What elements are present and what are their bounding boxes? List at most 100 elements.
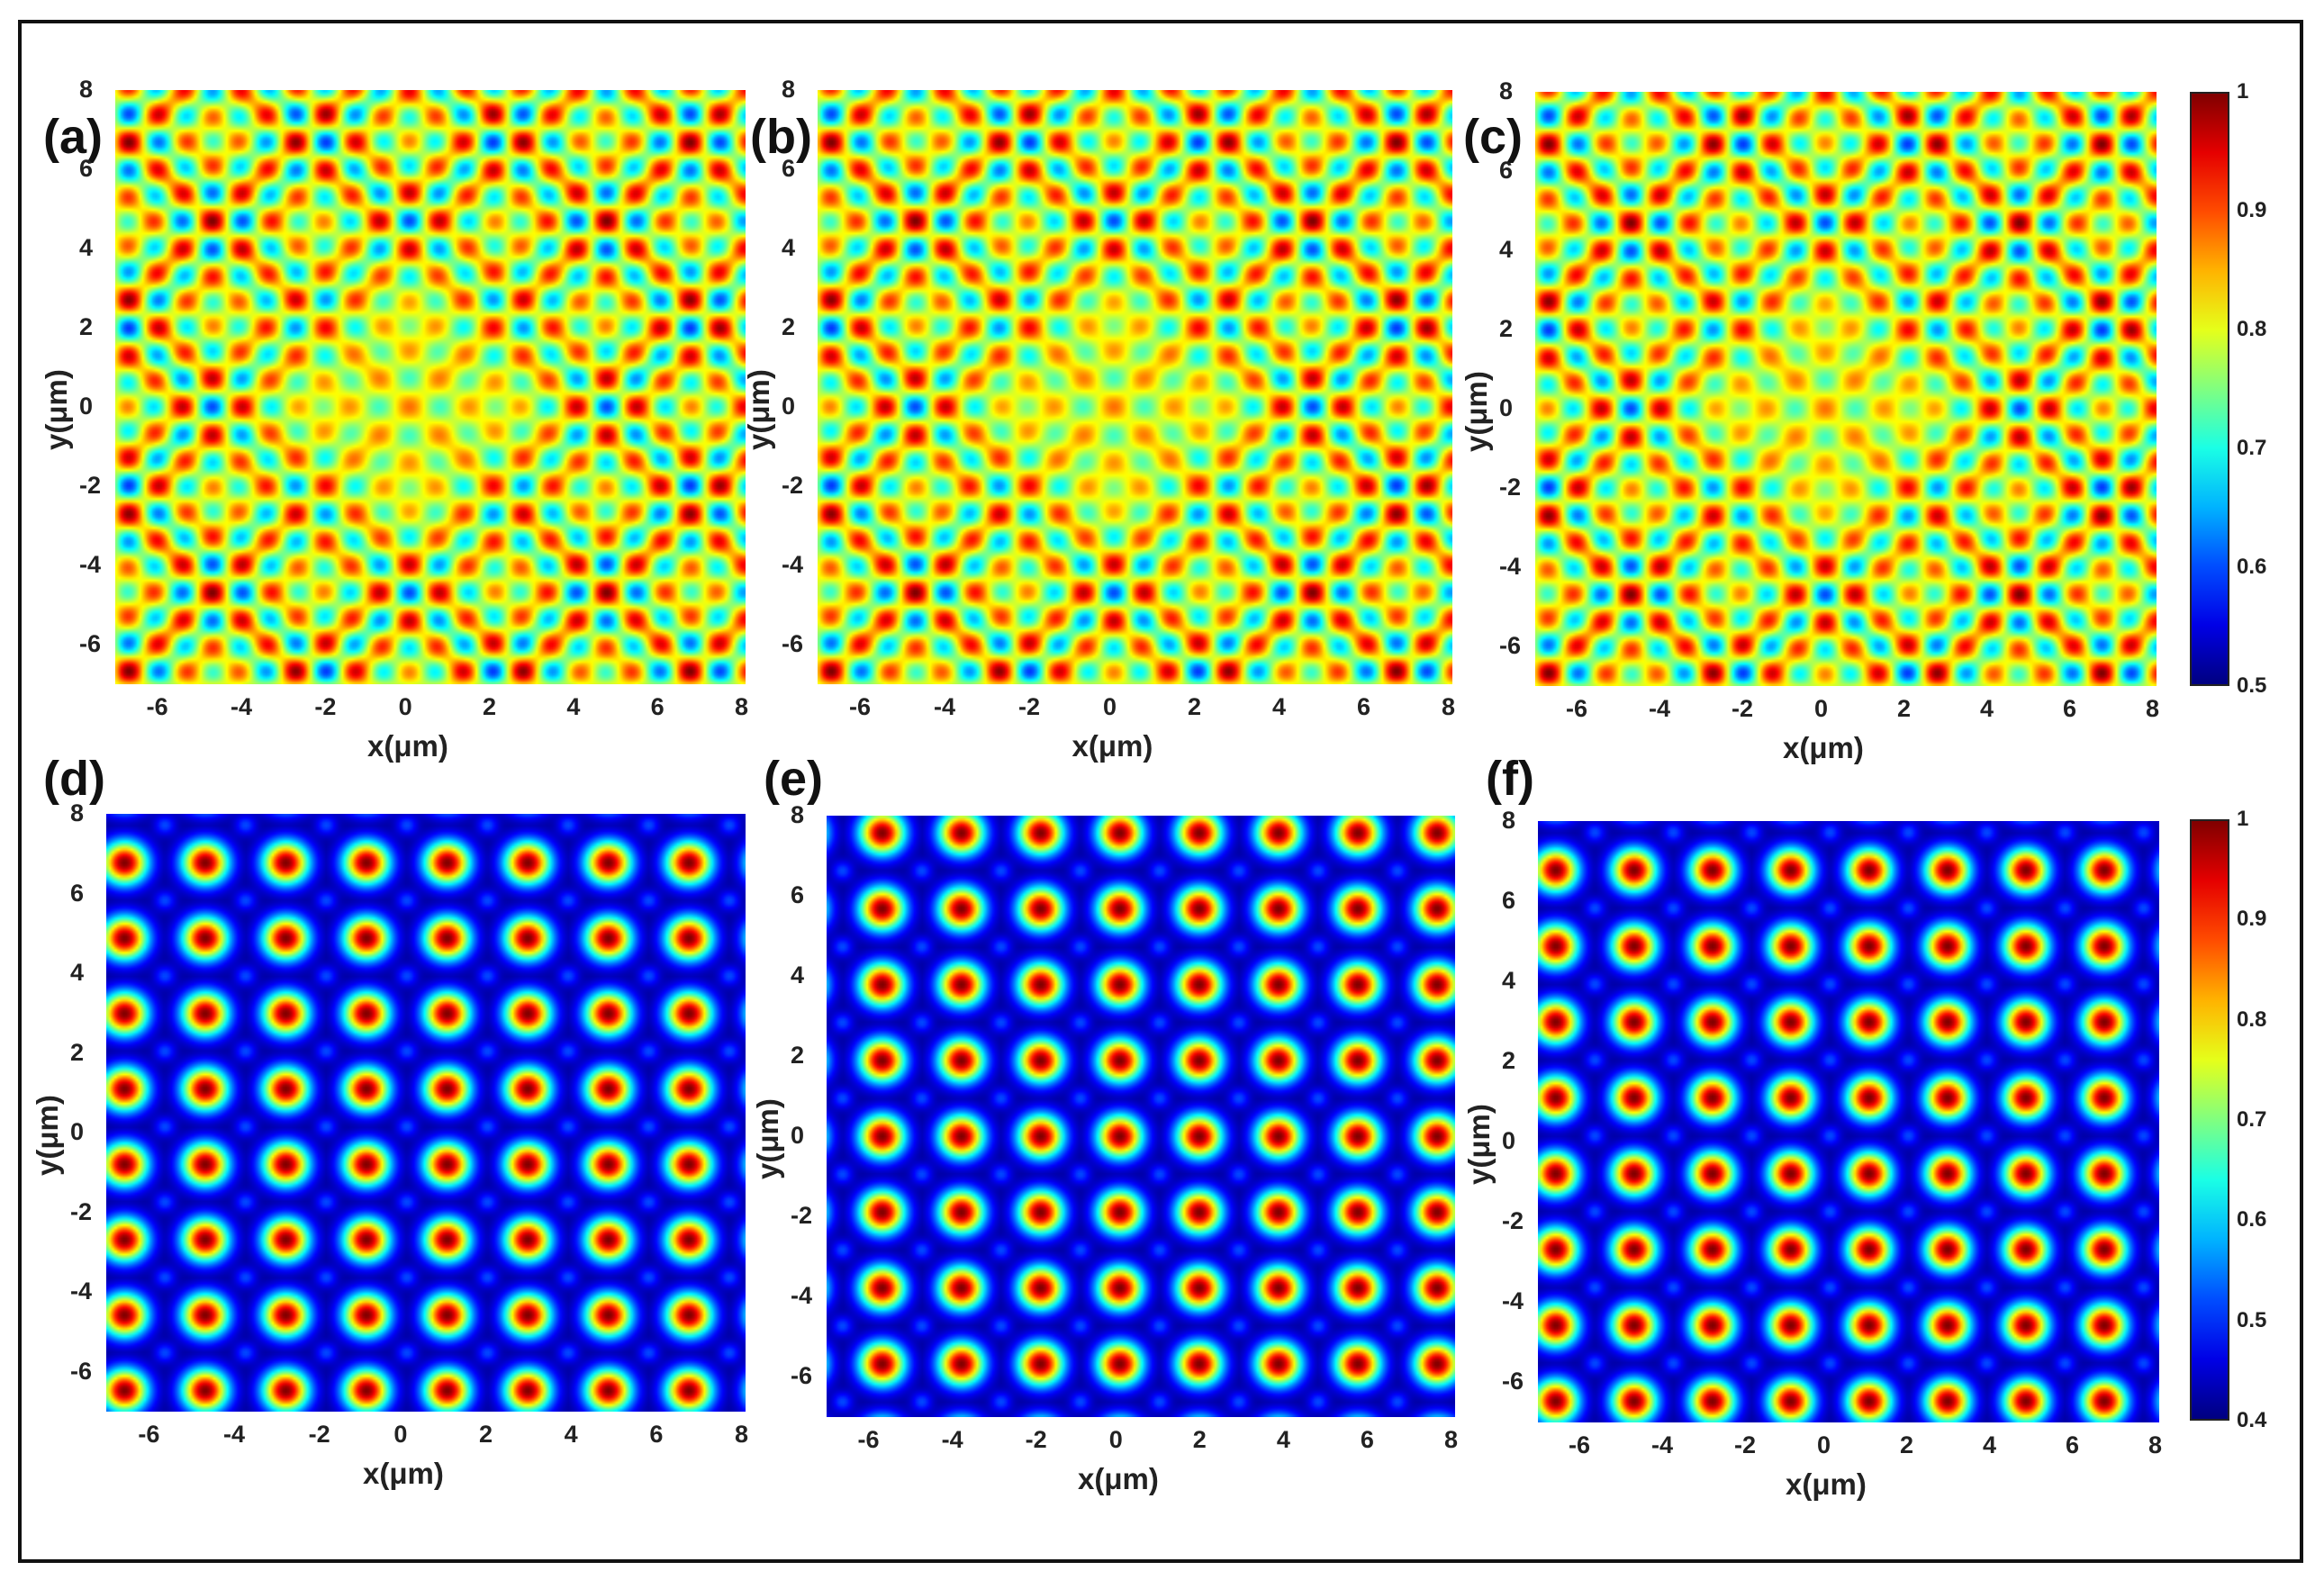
y-tick-label: 0 [782, 393, 796, 420]
y-tick-label: -2 [79, 472, 102, 499]
x-axis-label: x(μm) [1786, 1467, 1867, 1501]
y-tick-label: 8 [1499, 77, 1514, 104]
y-tick-label: 4 [79, 234, 94, 261]
colorbar-tick-label: 0.7 [2237, 1107, 2267, 1132]
x-tick-label: 0 [398, 693, 412, 720]
y-tick-label: -4 [1502, 1287, 1524, 1315]
x-tick-label: 4 [564, 1421, 578, 1448]
heatmap-plot-1 [818, 90, 1452, 684]
x-tick-label: -4 [941, 1426, 963, 1453]
x-axis-label: x(μm) [1072, 729, 1153, 763]
y-tick-label: 6 [70, 879, 85, 907]
x-tick-label: 2 [1900, 1431, 1914, 1458]
x-tick-label: 0 [1103, 693, 1117, 720]
x-tick-label: -4 [1649, 695, 1671, 722]
x-tick-label: -2 [1025, 1426, 1047, 1453]
y-tick-label: -4 [791, 1282, 813, 1310]
y-axis-label: y(μm) [1462, 1104, 1496, 1185]
panel-label: (d) [43, 752, 105, 806]
x-tick-label: 4 [1276, 1426, 1290, 1453]
panel-label: (a) [43, 110, 103, 164]
x-tick-label: -4 [231, 693, 253, 720]
y-tick-label: 6 [791, 881, 805, 909]
colorbar-tick-label: 0.4 [2237, 1408, 2267, 1432]
colorbar-tick-label: 0.5 [2237, 1307, 2267, 1332]
y-tick-label: 2 [1502, 1047, 1516, 1075]
x-tick-label: 6 [1357, 693, 1371, 720]
x-tick-label: -2 [1732, 695, 1754, 722]
y-tick-label: 6 [1502, 887, 1516, 915]
x-tick-label: -6 [138, 1421, 160, 1448]
y-tick-label: -2 [1502, 1207, 1524, 1235]
x-tick-label: 6 [2063, 695, 2077, 722]
x-tick-label: 2 [1188, 693, 1202, 720]
y-tick-label: 8 [1502, 807, 1516, 834]
y-tick-label: -4 [70, 1278, 93, 1305]
y-tick-label: 2 [70, 1038, 85, 1066]
y-tick-label: -2 [791, 1202, 813, 1230]
colorbar-tick-label: 0.9 [2237, 907, 2267, 932]
colorbar-tick-label: 0.9 [2237, 198, 2267, 222]
heatmap-plot-2 [1535, 92, 2157, 686]
heatmap-plot-0 [115, 90, 746, 684]
x-tick-label: -6 [1569, 1431, 1591, 1458]
y-tick-label: 8 [782, 76, 796, 103]
y-tick-label: 4 [782, 234, 796, 261]
y-tick-label: 2 [1499, 315, 1514, 342]
x-tick-label: -6 [857, 1426, 880, 1453]
y-axis-label: y(μm) [31, 1095, 64, 1176]
x-tick-label: 8 [2148, 1431, 2163, 1458]
panel-label: (f) [1486, 752, 1534, 806]
colorbar-tick-label: 0.6 [2237, 555, 2267, 579]
x-tick-label: -2 [308, 1421, 330, 1448]
x-tick-label: 4 [1980, 695, 1994, 722]
x-tick-label: -6 [1566, 695, 1588, 722]
x-tick-label: 6 [649, 1421, 664, 1448]
colorbar-tick-label: 0.6 [2237, 1207, 2267, 1232]
panel-label: (e) [764, 752, 823, 806]
x-tick-label: -2 [1018, 693, 1041, 720]
x-tick-label: 0 [393, 1421, 408, 1448]
y-tick-label: -2 [1499, 474, 1522, 501]
y-tick-label: 8 [79, 76, 94, 103]
y-tick-label: 2 [79, 313, 94, 340]
x-tick-label: 8 [735, 1421, 749, 1448]
x-tick-label: 4 [566, 693, 581, 720]
y-tick-label: 2 [791, 1042, 805, 1070]
colorbar-tick-label: 0.7 [2237, 436, 2267, 460]
y-tick-label: 0 [791, 1122, 805, 1150]
y-axis-label: y(μm) [751, 1098, 784, 1179]
x-tick-label: -2 [314, 693, 337, 720]
y-axis-label: y(μm) [40, 369, 73, 450]
y-tick-label: -6 [1502, 1368, 1524, 1395]
x-axis-label: x(μm) [363, 1457, 444, 1490]
colorbar-tick-label: 0.8 [2237, 317, 2267, 341]
colorbar-tick-label: 1 [2237, 79, 2249, 104]
y-tick-label: -6 [782, 630, 804, 657]
x-axis-label: x(μm) [1783, 731, 1864, 764]
x-tick-label: 6 [1360, 1426, 1374, 1453]
x-tick-label: 2 [479, 1421, 493, 1448]
x-axis-label: x(μm) [367, 729, 448, 763]
x-tick-label: 8 [1444, 1426, 1459, 1453]
x-tick-label: 0 [1814, 695, 1829, 722]
x-tick-label: 8 [2146, 695, 2160, 722]
y-tick-label: -4 [782, 551, 804, 578]
colorbar [2190, 92, 2229, 686]
heatmap-plot-5 [1538, 821, 2159, 1422]
x-tick-label: 4 [1272, 693, 1287, 720]
panel-label: (b) [750, 110, 812, 164]
colorbar-tick-label: 0.5 [2237, 673, 2267, 698]
x-tick-label: 4 [1983, 1431, 1997, 1458]
y-tick-label: 6 [1499, 157, 1514, 184]
y-tick-label: -2 [70, 1197, 93, 1225]
y-tick-label: -6 [1499, 632, 1522, 659]
y-tick-label: 0 [70, 1118, 85, 1146]
y-tick-label: 4 [791, 962, 805, 989]
y-tick-label: 4 [1502, 967, 1516, 995]
y-tick-label: 0 [1499, 394, 1514, 421]
y-tick-label: 6 [782, 155, 796, 182]
x-tick-label: 6 [650, 693, 665, 720]
x-tick-label: -6 [146, 693, 168, 720]
x-tick-label: -2 [1734, 1431, 1757, 1458]
